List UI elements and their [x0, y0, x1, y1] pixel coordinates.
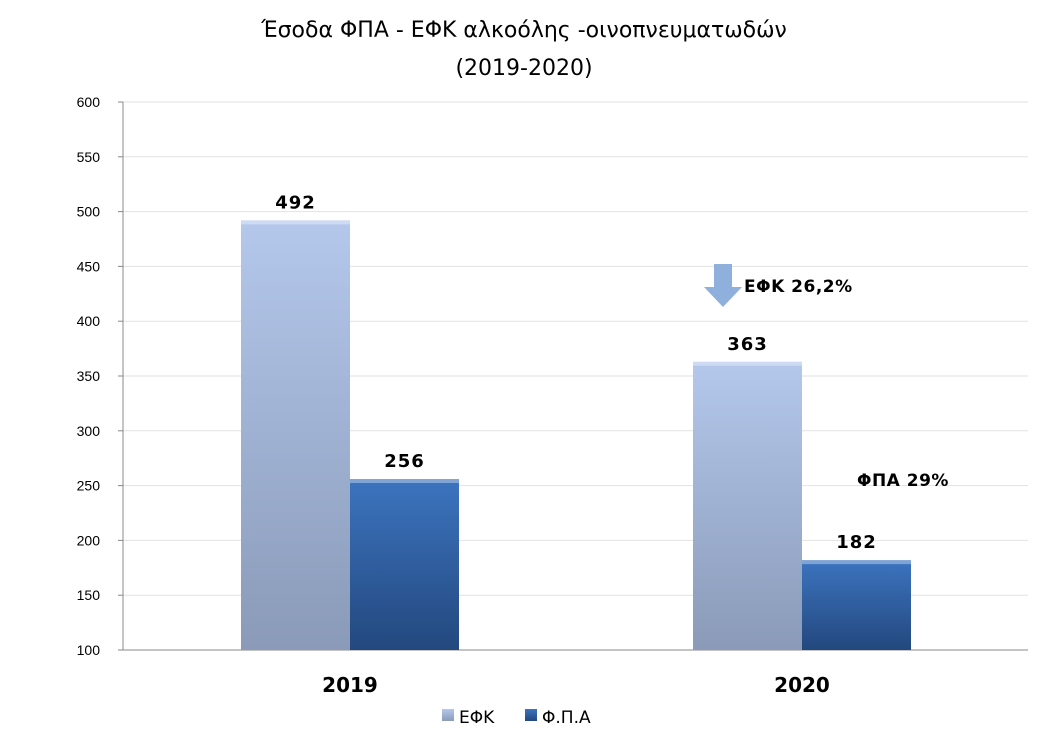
y-tick-label: 350	[77, 368, 101, 384]
chart-title-line1: Έσοδα ΦΠΑ - ΕΦΚ αλκοόλης -οινοπνευματωδώ…	[261, 18, 787, 43]
y-tick-label: 600	[77, 94, 101, 110]
data-label: 363	[727, 334, 768, 355]
y-tick-label: 550	[77, 149, 101, 165]
y-tick-label: 400	[77, 313, 101, 329]
data-label: 492	[275, 192, 316, 213]
legend: ΕΦΚ Φ.Π.Α	[442, 708, 591, 728]
bar-efk-2020	[693, 361, 802, 650]
data-label: 256	[384, 451, 425, 472]
y-tick-label: 150	[77, 587, 101, 603]
bars	[241, 220, 911, 651]
legend-swatch	[442, 709, 454, 721]
bar-efk-2019	[241, 220, 350, 651]
bar-top-highlight	[693, 361, 802, 366]
legend-label: ΕΦΚ	[459, 708, 495, 728]
bar-fpa-2019	[350, 479, 459, 650]
bar-top-highlight	[241, 220, 350, 225]
y-tick-label: 200	[77, 532, 101, 548]
fpa-change-annotation: ΦΠΑ 29%	[857, 471, 949, 491]
x-category-label: 2020	[774, 673, 830, 697]
chart-title-line2: (2019-2020)	[455, 56, 593, 81]
y-tick-label: 250	[77, 478, 101, 494]
down-arrow-icon	[704, 264, 742, 307]
data-labels: 492 256 363 182	[275, 192, 877, 553]
y-axis-ticks: 100 150 200 250 300 350 400 450 500 550 600	[77, 94, 123, 658]
y-tick-label: 500	[77, 204, 101, 220]
x-category-label: 2019	[322, 673, 378, 697]
data-label: 182	[836, 532, 877, 553]
y-tick-label: 450	[77, 258, 101, 274]
bar-top-highlight	[802, 560, 911, 565]
bar-top-highlight	[350, 479, 459, 484]
efk-change-annotation: ΕΦΚ 26,2%	[744, 277, 853, 297]
x-axis-categories: 2019 2020	[322, 673, 830, 697]
y-tick-label: 100	[77, 642, 101, 658]
y-tick-label: 300	[77, 423, 101, 439]
legend-label: Φ.Π.Α	[542, 708, 591, 728]
legend-swatch	[525, 709, 537, 721]
bar-fpa-2020	[802, 560, 911, 650]
